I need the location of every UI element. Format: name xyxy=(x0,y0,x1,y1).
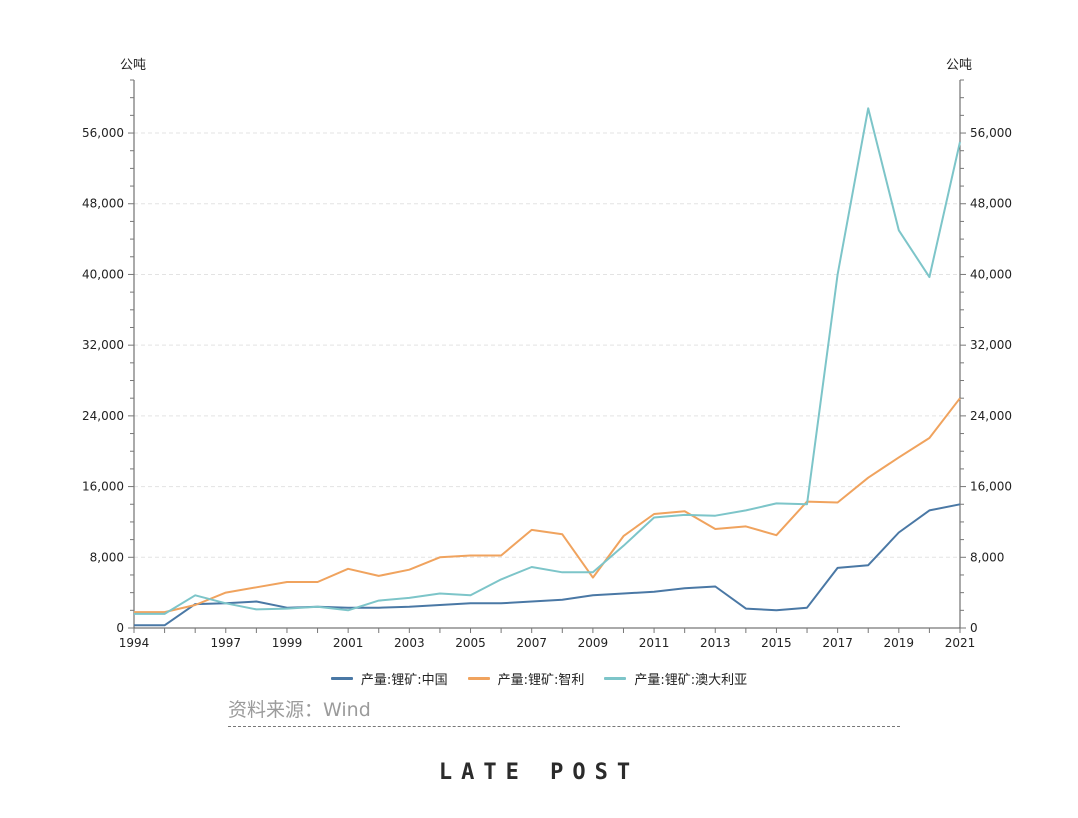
legend-swatch-chile xyxy=(467,677,490,680)
y-tick-label-right: 40,000 xyxy=(970,267,1012,281)
x-tick-label: 2011 xyxy=(639,636,670,650)
x-tick-label: 1997 xyxy=(211,636,242,650)
y-tick-label-right: 8,000 xyxy=(970,550,1004,564)
legend-label-china: 产量:锂矿:中国 xyxy=(360,673,448,688)
y-tick-label-right: 56,000 xyxy=(970,126,1012,140)
y-tick-label-left: 16,000 xyxy=(82,480,124,494)
y-tick-label-left: 40,000 xyxy=(82,267,124,281)
x-tick-label: 2021 xyxy=(945,636,976,650)
divider-line xyxy=(228,726,900,727)
x-tick-label: 2015 xyxy=(761,636,792,650)
x-tick-label: 2001 xyxy=(333,636,364,650)
series-line-china xyxy=(134,503,961,627)
x-tick-label: 2007 xyxy=(516,636,547,650)
right-axis-unit: 公吨 xyxy=(946,58,973,73)
legend-item-chile: 产量:锂矿:智利 xyxy=(467,669,585,688)
y-tick-label-left: 56,000 xyxy=(82,126,124,140)
y-tick-label-left: 0 xyxy=(116,621,124,635)
x-tick-label: 2019 xyxy=(884,636,915,650)
x-tick-label: 2005 xyxy=(455,636,486,650)
latepost-logo: LATE POST xyxy=(438,760,640,785)
y-tick-label-left: 48,000 xyxy=(82,197,124,211)
legend-label-australia: 产量:锂矿:澳大利亚 xyxy=(634,673,748,688)
legend: 产量:锂矿:中国 产量:锂矿:智利 产量:锂矿:澳大利亚 xyxy=(0,669,1078,688)
y-tick-label-right: 48,000 xyxy=(970,197,1012,211)
y-tick-label-left: 24,000 xyxy=(82,409,124,423)
legend-item-china: 产量:锂矿:中国 xyxy=(330,669,448,688)
left-axis-unit: 公吨 xyxy=(120,58,147,73)
legend-item-australia: 产量:锂矿:澳大利亚 xyxy=(604,669,747,688)
series-line-chile xyxy=(134,397,961,614)
y-tick-label-right: 16,000 xyxy=(970,480,1012,494)
x-tick-label: 2009 xyxy=(578,636,609,650)
x-tick-label: 1994 xyxy=(119,636,150,650)
x-tick-label: 2013 xyxy=(700,636,731,650)
legend-label-chile: 产量:锂矿:智利 xyxy=(497,673,585,688)
source-note: 资料来源：Wind xyxy=(228,699,371,721)
x-tick-label: 2017 xyxy=(822,636,853,650)
legend-swatch-australia xyxy=(604,677,627,680)
legend-swatch-china xyxy=(330,677,353,680)
y-tick-label-right: 0 xyxy=(970,621,978,635)
y-tick-label-right: 32,000 xyxy=(970,338,1012,352)
x-tick-label: 1999 xyxy=(272,636,303,650)
x-tick-label: 2003 xyxy=(394,636,425,650)
y-tick-label-left: 32,000 xyxy=(82,338,124,352)
series-line-australia xyxy=(134,107,961,615)
y-tick-label-left: 8,000 xyxy=(90,550,124,564)
y-tick-label-right: 24,000 xyxy=(970,409,1012,423)
